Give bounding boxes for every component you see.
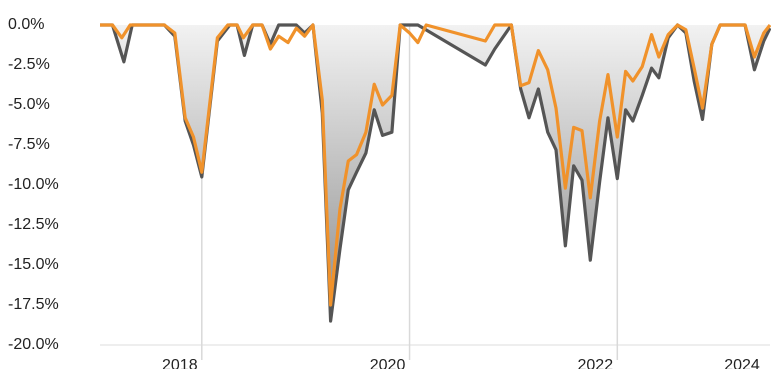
x-tick-label: 2022 [578,357,614,369]
y-tick-label: -17.5% [8,296,59,313]
y-tick-label: -7.5% [8,136,50,153]
x-tick-label: 2024 [724,357,760,369]
x-tick-label: 2020 [370,357,406,369]
y-tick-label: -20.0% [8,336,59,353]
y-tick-label: 0.0% [8,16,44,33]
y-tick-label: -10.0% [8,176,59,193]
x-tick-label: 2018 [162,357,198,369]
y-tick-label: -2.5% [8,56,50,73]
y-tick-label: -5.0% [8,96,50,113]
plot [100,23,771,323]
line [100,23,771,307]
y-tick-label: -12.5% [8,216,59,233]
y-tick-label: -15.0% [8,256,59,273]
